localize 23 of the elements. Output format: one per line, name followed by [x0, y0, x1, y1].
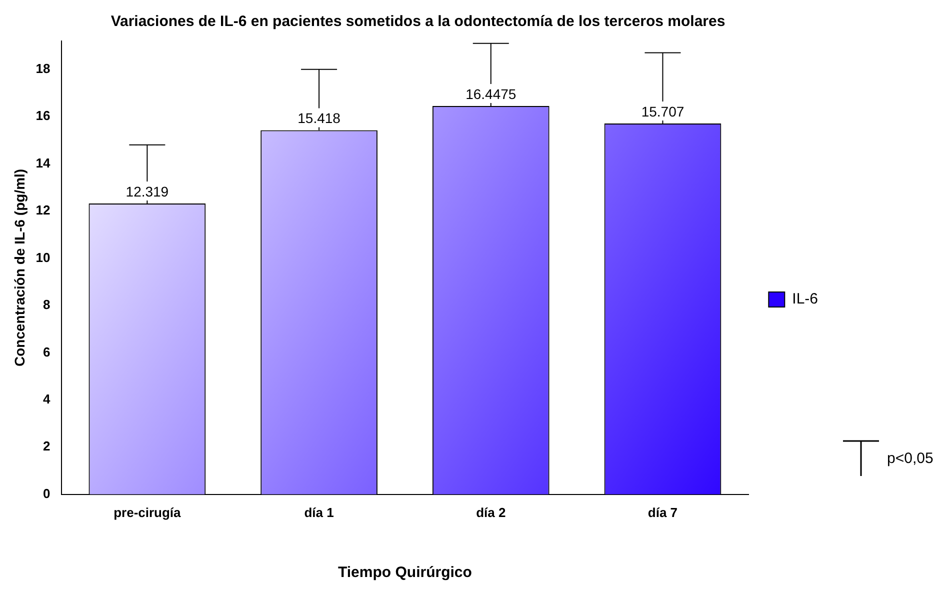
y-tick-label: 16 [36, 108, 50, 124]
x-tick-label: pre-cirugía [114, 504, 182, 520]
data-label: 16.4475 [466, 86, 516, 102]
y-tick-label: 8 [43, 297, 50, 312]
y-tick-label: 10 [36, 250, 50, 265]
chart-title: Variaciones de IL-6 en pacientes sometidos a la odontectomía de los terceros molares [110, 13, 726, 30]
data-label: 12.319 [126, 183, 169, 200]
y-tick-label: 6 [43, 344, 50, 360]
y-tick-label: 14 [36, 155, 52, 170]
legend-label: IL-6 [792, 290, 818, 308]
y-tick-label: 4 [43, 392, 52, 407]
x-axis-title: Tiempo Quirúrgico [338, 564, 472, 582]
text: p<0,05 [887, 450, 934, 466]
x-tick-label: día 1 [304, 504, 334, 520]
y-tick-label: 2 [43, 438, 50, 454]
y-tick-label: 18 [36, 60, 50, 76]
y-axis-title: Concentración de IL-6 (pg/ml) [11, 168, 28, 366]
x-tick-label: día 7 [648, 504, 678, 520]
data-label: 15.418 [298, 110, 341, 126]
y-tick-label: 0 [43, 486, 50, 501]
y-tick-label: 12 [36, 202, 50, 218]
x-tick-label: día 2 [476, 504, 506, 520]
data-label: 15.707 [641, 103, 684, 120]
